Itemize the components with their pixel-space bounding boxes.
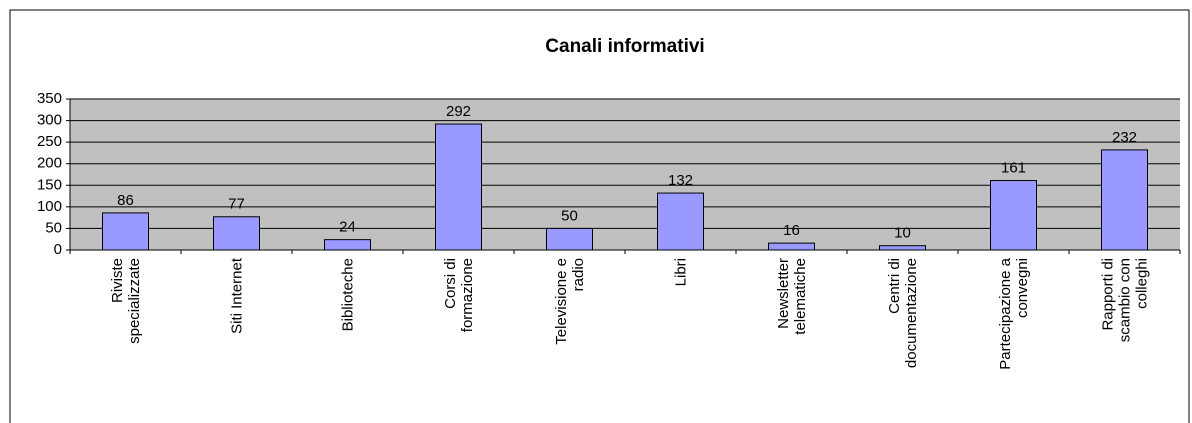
y-tick-label: 50 <box>45 219 62 236</box>
data-label: 86 <box>117 192 134 209</box>
x-tick-label: Siti Internet <box>229 257 246 334</box>
y-tick-label: 250 <box>37 133 62 150</box>
x-tick-label: Rapporti discambio concolleghi <box>1100 258 1151 342</box>
x-tick-label: Partecipazione aconvegni <box>997 257 1031 369</box>
x-tick-label-line: Partecipazione a <box>997 257 1014 369</box>
data-label: 16 <box>783 222 800 239</box>
data-label: 77 <box>228 196 245 213</box>
data-label: 232 <box>1112 129 1137 146</box>
y-tick-label: 0 <box>54 241 62 258</box>
x-tick-label-line: Siti Internet <box>229 257 246 334</box>
y-tick-label: 150 <box>37 176 62 193</box>
x-tick-label-line: Riviste <box>109 258 126 303</box>
x-tick-label: Rivistespecializzate <box>109 258 143 344</box>
bar <box>546 227 593 251</box>
data-label: 292 <box>446 103 471 120</box>
bar <box>768 242 815 251</box>
x-tick-label-line: convegni <box>1014 258 1031 318</box>
data-label: 50 <box>561 207 578 224</box>
x-tick-label-line: Newsletter <box>775 258 792 329</box>
x-tick-label-line: specializzate <box>126 258 143 344</box>
x-tick-label-line: scambio con <box>1117 258 1134 342</box>
x-tick-label-line: Centri di <box>886 258 903 314</box>
x-tick-label-line: documentazione <box>903 258 920 368</box>
x-tick-label-line: Corsi di <box>442 258 459 309</box>
bar <box>1101 149 1148 251</box>
data-label: 24 <box>339 219 356 236</box>
y-tick-label: 100 <box>37 198 62 215</box>
data-label: 161 <box>1001 160 1026 177</box>
x-tick-label-line: formazione <box>459 258 476 332</box>
bar <box>879 245 926 251</box>
x-tick-label: Centri didocumentazione <box>886 258 920 368</box>
y-tick-label: 200 <box>37 155 62 172</box>
bar <box>324 239 371 251</box>
x-tick-label-line: Televisione e <box>553 258 570 345</box>
x-tick-label-line: Biblioteche <box>340 258 357 331</box>
bar <box>435 123 482 251</box>
bar <box>102 212 149 251</box>
x-tick-label-line: radio <box>570 258 587 291</box>
bar <box>657 192 704 251</box>
x-tick-label: Televisione eradio <box>553 258 587 345</box>
bar <box>990 180 1037 251</box>
data-label: 10 <box>894 225 911 242</box>
bar <box>213 216 260 251</box>
x-tick-label-line: telematiche <box>792 258 809 335</box>
y-tick-label: 300 <box>37 112 62 129</box>
y-tick-label: 350 <box>37 90 62 107</box>
data-label: 132 <box>668 172 693 189</box>
x-tick-label-line: colleghi <box>1134 258 1151 309</box>
x-tick-label: Newslettertelematiche <box>775 258 809 335</box>
x-tick-label: Biblioteche <box>340 258 357 331</box>
x-tick-label-line: Libri <box>673 258 690 286</box>
x-tick-label: Corsi diformazione <box>442 258 476 332</box>
x-tick-label-line: Rapporti di <box>1100 258 1117 331</box>
chart-title: Canali informativi <box>545 36 704 57</box>
x-tick-label: Libri <box>673 258 690 286</box>
